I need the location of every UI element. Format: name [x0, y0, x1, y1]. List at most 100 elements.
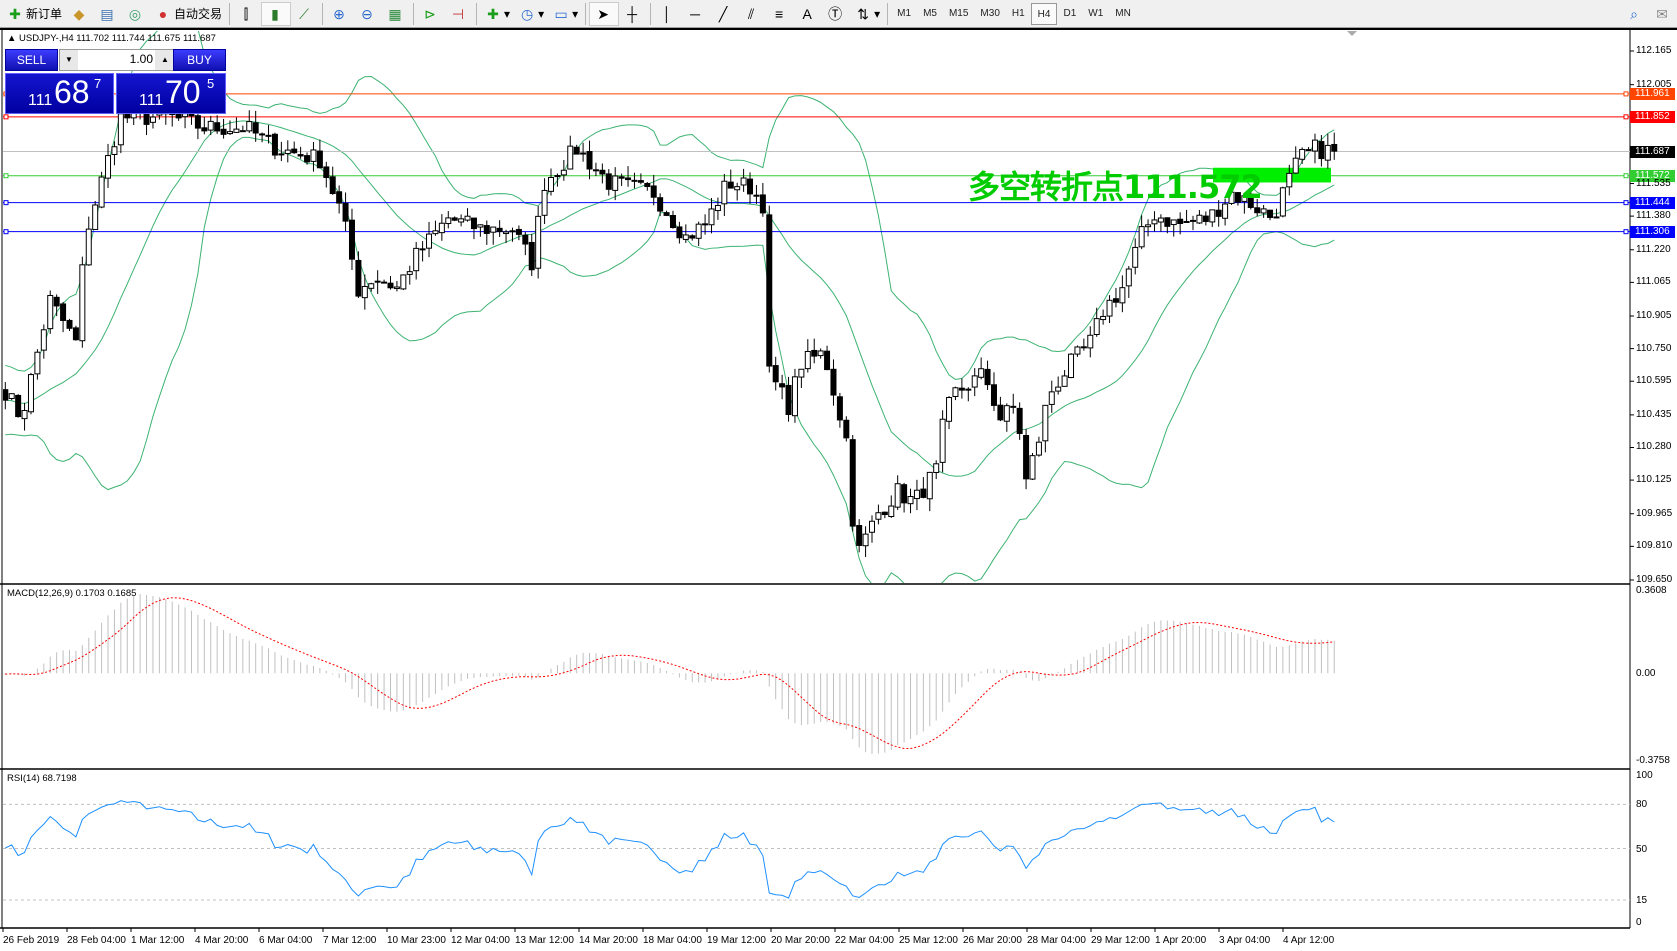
market-watch-button[interactable]: ◆: [66, 2, 94, 26]
volume-input[interactable]: 1.00: [129, 52, 153, 66]
timeframe-m15[interactable]: M15: [948, 7, 969, 19]
timeframe-mn[interactable]: MN: [1115, 7, 1131, 19]
cursor-button[interactable]: ➤: [589, 1, 620, 26]
bull-candle: [560, 169, 567, 176]
timeframe-h4[interactable]: H4: [1030, 2, 1058, 25]
fibonacci-button[interactable]: ≡: [766, 2, 794, 26]
timeframe-h1[interactable]: H1: [1011, 7, 1025, 19]
chat-button[interactable]: ✉: [1649, 2, 1677, 26]
level-handle: [1623, 91, 1629, 97]
text-button[interactable]: A: [794, 2, 822, 26]
ask-main-digits: 70: [165, 74, 201, 110]
macd-label: MACD(12,26,9) 0.1703 0.1685: [7, 588, 137, 599]
time-label: 6 Mar 04:00: [259, 935, 313, 946]
price-tick-label: 109.810: [1636, 540, 1673, 552]
sell-button[interactable]: SELL: [5, 49, 58, 71]
level-handle: [1623, 229, 1629, 235]
bear-candle: [599, 169, 606, 175]
bull-candle: [207, 120, 214, 131]
indicators-button[interactable]: ✚ ▾: [480, 2, 514, 26]
level-handle: [3, 173, 9, 179]
level-handle: [1623, 114, 1629, 120]
timeframe-m1[interactable]: M1: [897, 7, 912, 19]
auto-trading-button[interactable]: ● 自动交易: [150, 2, 226, 26]
level-handle: [3, 114, 9, 120]
bear-candle: [824, 350, 831, 371]
volume-decrease-button[interactable]: ▼: [60, 50, 78, 70]
time-label: 3 Apr 04:00: [1219, 935, 1271, 946]
arrows-button[interactable]: ⇅ ▾: [850, 2, 884, 26]
bear-candle: [1267, 209, 1274, 218]
candlestick-button[interactable]: ▮: [261, 1, 292, 26]
timeframe-d1[interactable]: D1: [1063, 7, 1077, 19]
bull-candle: [1055, 386, 1062, 392]
bid-pipette: 7: [94, 76, 102, 91]
periods-icon: ◷: [520, 5, 534, 22]
vertical-line-icon: │: [662, 5, 672, 22]
pivot-annotation[interactable]: 多空转折点111.572: [968, 168, 1263, 206]
bull-candle: [548, 176, 554, 192]
zoom-in-button[interactable]: ⊕: [326, 2, 354, 26]
horizontal-line-button[interactable]: ─: [682, 2, 710, 26]
timeframe-m5[interactable]: M5: [923, 7, 937, 19]
price-tick-label: 110.125: [1636, 474, 1672, 486]
bull-candle: [888, 505, 895, 518]
bull-candle: [721, 180, 728, 205]
rsi-tick-label: 100: [1636, 770, 1653, 781]
volume-increase-button[interactable]: ▲: [155, 50, 175, 70]
timeframe-w1[interactable]: W1: [1088, 7, 1104, 19]
autoscroll-button[interactable]: ⊣: [445, 2, 473, 26]
annotation-highlight: [1213, 167, 1331, 183]
text-label-button[interactable]: Ⓣ: [822, 2, 850, 26]
ask-price[interactable]: 111 70 5: [116, 73, 226, 114]
navigator-button[interactable]: ▤: [94, 2, 122, 26]
bull-candle: [1170, 219, 1177, 226]
bar-chart-button[interactable]: ⫿: [233, 2, 261, 26]
bear-candle: [323, 166, 330, 178]
arrows-icon: ⇅: [857, 5, 869, 22]
price-tick-label: 111.065: [1636, 276, 1671, 288]
bull-candle: [458, 218, 465, 223]
tile-windows-button[interactable]: ▦: [382, 2, 410, 26]
timeframe-m30[interactable]: M30: [980, 7, 1000, 19]
time-label: 18 Mar 04:00: [643, 935, 702, 946]
equidistant-channel-button[interactable]: ⫽: [738, 2, 766, 26]
bull-candle: [1151, 219, 1158, 225]
zoom-out-button[interactable]: ⊖: [354, 2, 382, 26]
price-tick-label: 109.650: [1636, 574, 1673, 585]
bull-candle: [907, 496, 914, 505]
bollinger-upper: [5, 31, 1335, 380]
collapse-arrow-icon[interactable]: ▲: [7, 33, 20, 44]
crosshair-button[interactable]: ┼: [619, 2, 647, 26]
bull-candle: [246, 121, 253, 132]
search-button[interactable]: ⌕: [1621, 2, 1649, 26]
vertical-line-button[interactable]: │: [654, 2, 682, 26]
new-order-button[interactable]: ✚ 新订单: [2, 2, 66, 26]
bear-candle: [772, 365, 779, 383]
bull-candle: [971, 375, 978, 388]
bear-candle: [586, 151, 593, 170]
bear-candle: [342, 202, 349, 222]
line-chart-button[interactable]: ⟋: [291, 2, 319, 26]
bull-candle: [1080, 346, 1087, 349]
buy-button[interactable]: BUY: [173, 49, 226, 71]
signals-button[interactable]: ◎: [122, 2, 150, 26]
bull-candle: [393, 286, 400, 290]
trendline-button[interactable]: ╱: [710, 2, 738, 26]
bull-candle: [406, 271, 413, 275]
bear-candle: [1331, 143, 1338, 152]
one-click-trading-panel: SELL ▼ 1.00 ▲ BUY 111 68 7 111 70 5: [5, 49, 226, 114]
navigator-icon: ▤: [100, 5, 114, 22]
divider: [887, 2, 889, 25]
bid-price[interactable]: 111 68 7: [5, 73, 114, 114]
bull-candle: [1068, 353, 1075, 379]
chart-shift-button[interactable]: ⊳: [417, 2, 445, 26]
bull-candle: [541, 189, 548, 216]
bear-candle: [1318, 141, 1325, 160]
bull-candle: [894, 483, 901, 508]
templates-button[interactable]: ▭ ▾: [548, 2, 582, 26]
periods-button[interactable]: ◷ ▾: [514, 2, 548, 26]
bull-candle: [8, 393, 15, 399]
auto-trading-icon: ●: [158, 5, 168, 22]
